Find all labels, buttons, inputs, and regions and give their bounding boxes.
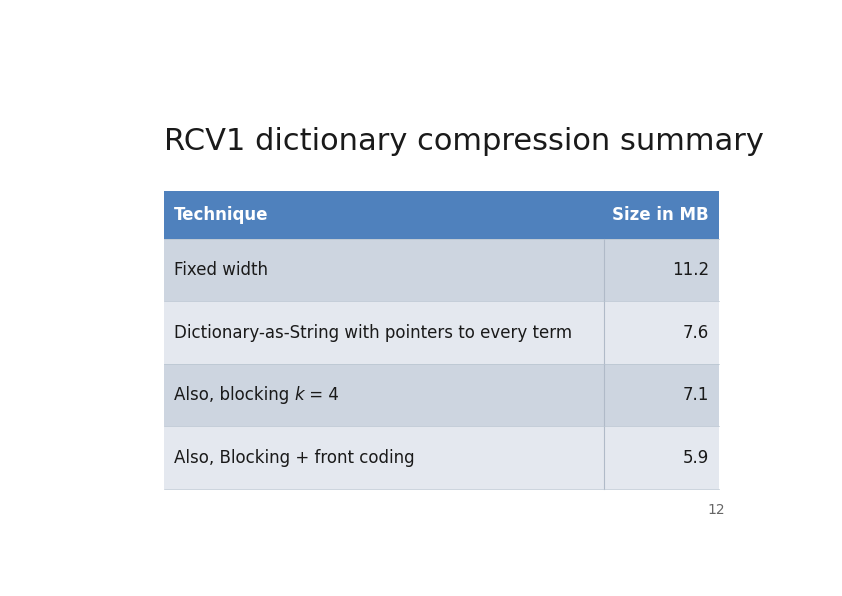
Bar [164,364,719,427]
Text: k: k [294,386,304,404]
Text: 7.1: 7.1 [683,386,709,404]
Text: Fixed width: Fixed width [173,261,268,279]
Text: RCV1 dictionary compression summary: RCV1 dictionary compression summary [164,126,764,156]
Text: Technique: Technique [173,206,269,224]
Text: Also, Blocking + front coding: Also, Blocking + front coding [173,449,414,467]
Text: Size in MB: Size in MB [612,206,709,224]
Bar [164,238,719,301]
Text: 7.6: 7.6 [683,324,709,342]
Text: Dictionary-as-String with pointers to every term: Dictionary-as-String with pointers to ev… [173,324,572,342]
Text: Also, blocking: Also, blocking [173,386,294,404]
Text: 11.2: 11.2 [672,261,709,279]
Bar [164,427,719,489]
Bar [164,191,719,238]
Bar [164,301,719,364]
Text: 12: 12 [707,502,725,517]
Text: 5.9: 5.9 [683,449,709,467]
Text: = 4: = 4 [304,386,338,404]
